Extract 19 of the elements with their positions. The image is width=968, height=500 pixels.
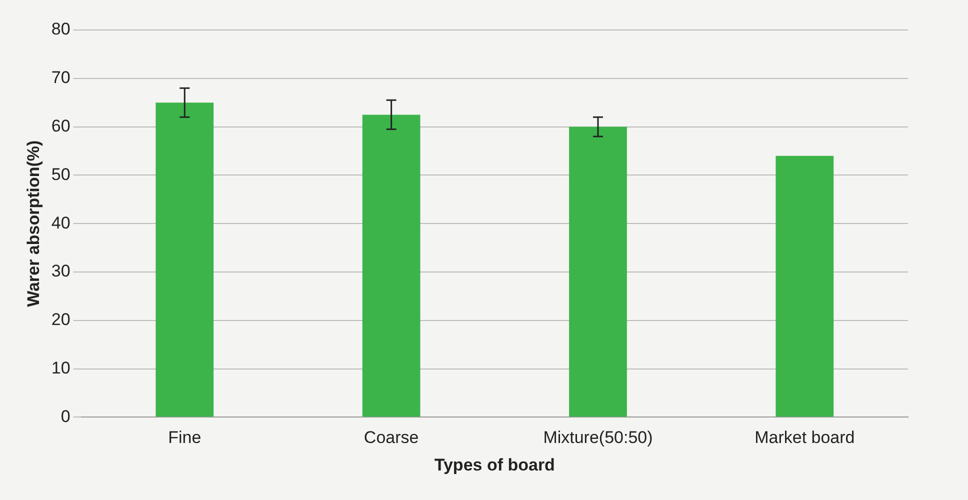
y-axis-title: Warer absorption(%)	[24, 140, 43, 307]
x-tick-label: Fine	[168, 428, 202, 448]
bar	[156, 102, 214, 417]
y-tick-label: 60	[51, 116, 70, 136]
y-tick-label: 50	[51, 164, 70, 184]
y-tick-label: 70	[51, 68, 70, 88]
bar	[569, 126, 627, 417]
x-tick-label: Market board	[754, 428, 855, 448]
y-tick-label: 80	[51, 20, 70, 39]
y-tick-label: 40	[51, 213, 70, 232]
y-tick-label: 10	[51, 358, 70, 378]
x-tick-label: Coarse	[364, 428, 419, 448]
x-tick-label: Mixture(50:50)	[543, 428, 653, 448]
x-axis-title: Types of board	[434, 455, 555, 474]
y-tick-label: 30	[51, 262, 70, 281]
y-tick-label: 20	[51, 310, 70, 330]
bar	[776, 156, 834, 417]
bar	[362, 114, 420, 417]
y-tick-label: 0	[60, 406, 70, 426]
